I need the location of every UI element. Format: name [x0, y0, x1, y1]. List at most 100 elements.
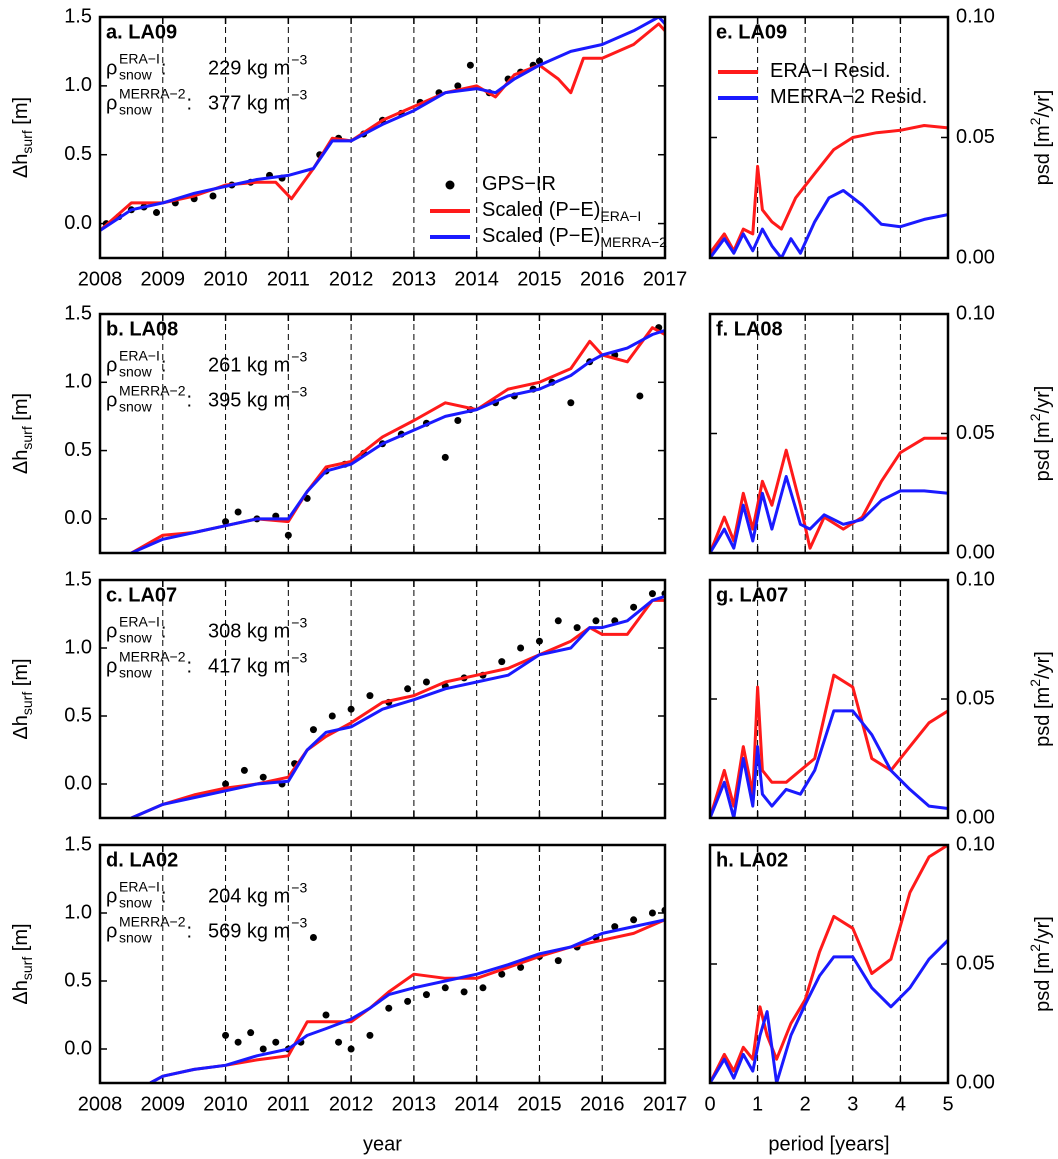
x-tick-label: 2013 — [392, 1093, 437, 1115]
x-tick-label: 2012 — [329, 1093, 374, 1115]
y-label-end: [m] — [10, 923, 32, 956]
y-label-main: Δh — [10, 715, 32, 739]
data-point — [466, 61, 474, 69]
y-label-end: [m] — [10, 97, 32, 130]
legend-name-sub: ERA−I — [600, 208, 641, 224]
annotation-exp: −3 — [291, 87, 307, 103]
annotation-exp: −3 — [291, 915, 307, 931]
annotation-sub: snow — [119, 630, 153, 646]
data-point — [284, 531, 292, 539]
data-point — [422, 991, 430, 999]
panel-label: c. LA07 — [106, 584, 177, 606]
x-tick-label: 2011 — [267, 1093, 310, 1115]
data-point — [573, 624, 581, 632]
y-axis-label: psd [m2/yr] — [1027, 916, 1055, 1012]
x-tick-label: 0 — [704, 1093, 715, 1115]
y-tick-label: 0.10 — [956, 833, 995, 855]
y-label-end: [m] — [10, 393, 32, 426]
y-label-main: psd [m — [1032, 952, 1054, 1012]
y-tick-label: 0.10 — [956, 568, 995, 590]
annotation-sep: : — [187, 92, 193, 114]
y-tick-label: 0.00 — [956, 246, 995, 268]
legend-label: GPS−IR — [482, 173, 556, 195]
annotation-sup: ERA−I — [119, 51, 160, 67]
y-label-sup: 2 — [1027, 944, 1043, 952]
plot-frame — [98, 843, 667, 1085]
annotation-text: 308 kg m — [208, 620, 290, 642]
annotation-sup: MERRA−2 — [119, 914, 186, 930]
y-axis-label: Δhsurf [m] — [10, 923, 34, 1004]
data-point — [460, 988, 468, 996]
annotation-sup: ERA−I — [119, 348, 160, 364]
x-tick-label: 2016 — [580, 1093, 625, 1115]
annotation-symbol: ρ — [106, 655, 117, 677]
data-point — [222, 518, 230, 526]
y-label-main: psd [m — [1032, 687, 1054, 747]
series-line — [710, 673, 948, 818]
y-tick-label: 0.05 — [956, 422, 995, 444]
x-tick-label: 2015 — [517, 1093, 562, 1115]
legend-name: ERA−I Resid. — [770, 60, 891, 82]
annotation-text: 377 kg m — [208, 92, 290, 114]
y-tick-label: 0.05 — [956, 952, 995, 974]
annotation-symbol: ρ — [106, 92, 117, 114]
y-label-sub: surf — [19, 130, 35, 153]
data-point — [347, 1045, 355, 1053]
y-label-sup: 2 — [1027, 117, 1043, 125]
series-line — [710, 939, 948, 1083]
annotation-sep: : — [161, 885, 167, 907]
panel-label: h. LA02 — [716, 849, 788, 871]
y-label-sup: 2 — [1027, 413, 1043, 421]
y-tick-label: 0.5 — [64, 439, 92, 461]
x-axis-label: year — [363, 1133, 402, 1155]
annotation-symbol: ρ — [106, 920, 117, 942]
annotation-sep: : — [187, 655, 193, 677]
data-point — [498, 658, 506, 666]
annotation-text: 204 kg m — [208, 885, 290, 907]
data-point — [322, 1011, 330, 1019]
x-tick-label: 2011 — [267, 268, 310, 290]
panel-label: g. LA07 — [716, 584, 788, 606]
data-point — [517, 644, 525, 652]
y-tick-label: 0.00 — [956, 541, 995, 563]
plot-frame — [98, 578, 667, 820]
series-line — [130, 328, 665, 553]
data-point — [234, 1038, 242, 1046]
data-point — [498, 970, 506, 978]
y-tick-label: 0.0 — [64, 1037, 92, 1059]
series-line — [710, 845, 948, 1083]
y-label-end: /yr] — [1032, 90, 1054, 118]
y-tick-label: 1.5 — [64, 5, 92, 27]
y-label-main: psd [m — [1032, 125, 1054, 185]
data-point — [309, 933, 317, 941]
y-axis-label: psd [m2/yr] — [1027, 90, 1055, 186]
y-tick-label: 0.5 — [64, 969, 92, 991]
x-tick-label: 2 — [800, 1093, 811, 1115]
annotation-text: 261 kg m — [208, 354, 290, 376]
annotation-sub: snow — [119, 364, 153, 380]
series-line — [710, 475, 948, 553]
legend-label: ERA−I Resid. — [770, 60, 891, 82]
y-axis-label: psd [m2/yr] — [1027, 651, 1055, 747]
data-point — [630, 603, 638, 611]
y-tick-label: 0.05 — [956, 687, 995, 709]
panel-label: e. LA09 — [716, 21, 787, 43]
y-label-main: Δh — [10, 980, 32, 1004]
x-tick-label: 2010 — [203, 268, 248, 290]
data-point — [222, 780, 230, 788]
data-point — [441, 453, 449, 461]
data-point — [648, 909, 656, 917]
y-tick-label: 1.0 — [64, 636, 92, 658]
annotation-sub: snow — [119, 895, 153, 911]
legend-label: Scaled (P−E)MERRA−2 — [482, 225, 667, 249]
x-tick-label: 2009 — [141, 268, 186, 290]
x-tick-label: 5 — [942, 1093, 953, 1115]
annotation-text: 569 kg m — [208, 920, 290, 942]
data-point — [272, 1038, 280, 1046]
plot-frame — [98, 15, 667, 260]
y-tick-label: 0.10 — [956, 5, 995, 27]
legend-name: GPS−IR — [482, 173, 556, 195]
panel-label: f. LA08 — [716, 318, 783, 340]
data-point — [209, 192, 217, 200]
plot-frame — [708, 578, 950, 820]
